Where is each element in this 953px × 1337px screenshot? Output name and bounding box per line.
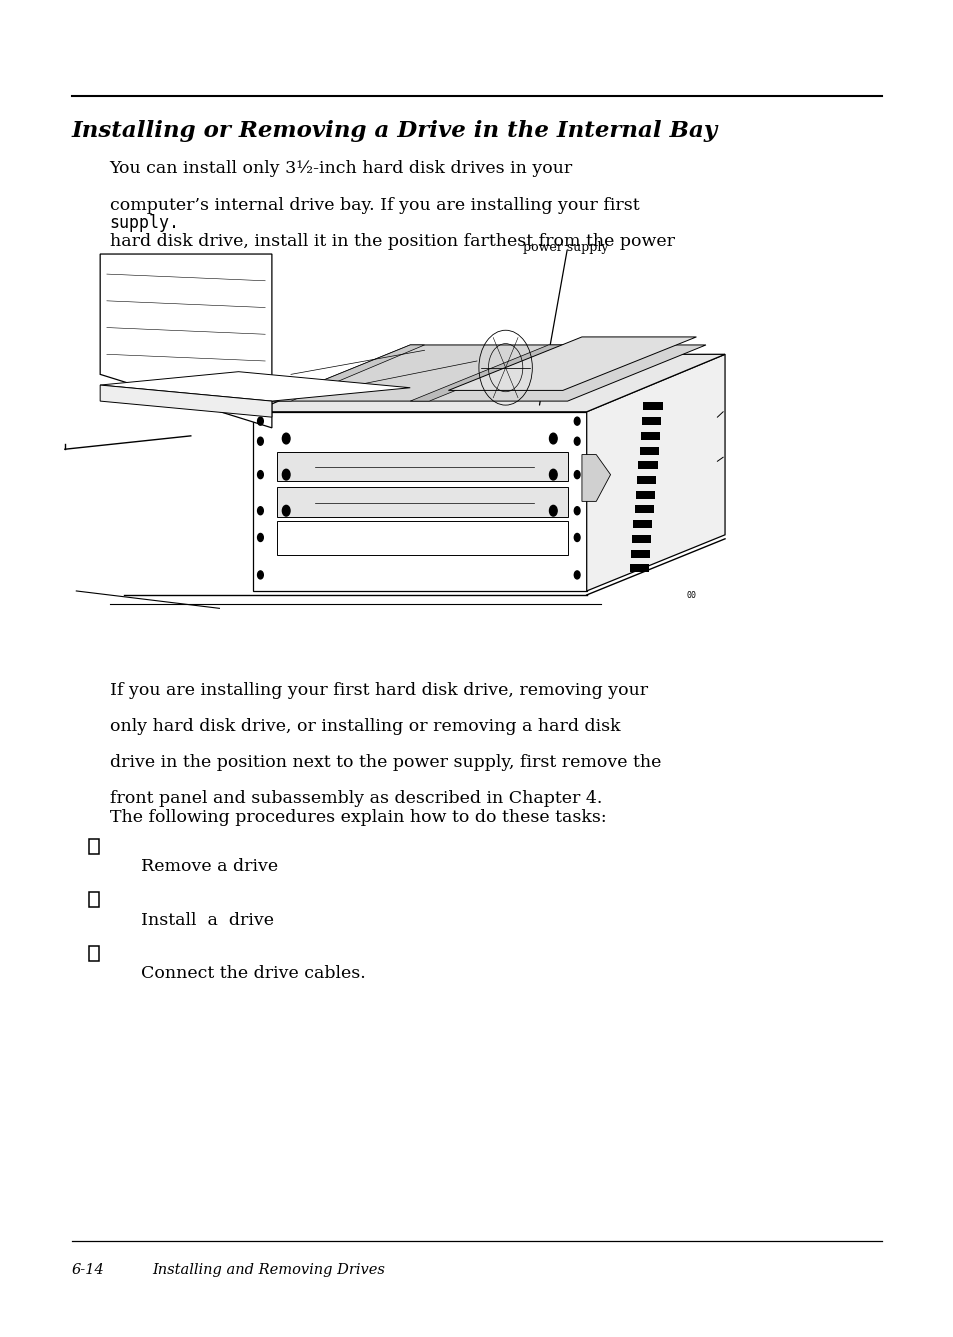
Bar (89, 893, 99, 906)
Polygon shape (448, 337, 696, 390)
Circle shape (574, 417, 579, 425)
Bar (637, 476, 656, 484)
Text: 6-14: 6-14 (71, 1263, 104, 1277)
Polygon shape (100, 385, 272, 417)
Polygon shape (581, 455, 610, 501)
Text: Installing and Removing Drives: Installing and Removing Drives (152, 1263, 385, 1277)
Circle shape (574, 571, 579, 579)
Polygon shape (253, 354, 724, 412)
Circle shape (282, 469, 290, 480)
Polygon shape (410, 345, 567, 401)
Text: Connect the drive cables.: Connect the drive cables. (141, 965, 366, 983)
Bar (633, 520, 652, 528)
Text: power supply: power supply (522, 241, 608, 254)
Bar (634, 505, 653, 513)
Text: Remove a drive: Remove a drive (141, 858, 278, 876)
Circle shape (574, 507, 579, 515)
Circle shape (282, 505, 290, 516)
Text: You can install only 3½-inch hard disk drives in your: You can install only 3½-inch hard disk d… (110, 160, 573, 178)
Text: only hard disk drive, or installing or removing a hard disk: only hard disk drive, or installing or r… (110, 718, 619, 735)
Bar (640, 432, 659, 440)
Polygon shape (253, 412, 586, 591)
Circle shape (257, 533, 263, 541)
Polygon shape (100, 372, 410, 401)
Circle shape (549, 433, 557, 444)
Bar (89, 840, 99, 854)
Circle shape (257, 471, 263, 479)
Bar (89, 947, 99, 960)
Polygon shape (276, 487, 567, 517)
Text: front panel and subassembly as described in Chapter 4.: front panel and subassembly as described… (110, 790, 601, 808)
Bar (636, 491, 655, 499)
Text: 00: 00 (686, 591, 696, 600)
Polygon shape (276, 452, 567, 481)
Circle shape (257, 437, 263, 445)
Circle shape (257, 417, 263, 425)
Polygon shape (586, 354, 724, 591)
Text: Install  a  drive: Install a drive (141, 912, 274, 929)
Bar (641, 417, 660, 425)
Circle shape (574, 471, 579, 479)
Circle shape (282, 433, 290, 444)
Polygon shape (272, 345, 424, 401)
Bar (643, 402, 662, 410)
Bar (630, 550, 649, 558)
Text: Installing or Removing a Drive in the Internal Bay: Installing or Removing a Drive in the In… (71, 120, 717, 142)
Polygon shape (100, 254, 272, 428)
Text: hard disk drive, install it in the position farthest from the power: hard disk drive, install it in the posit… (110, 233, 674, 250)
Text: computer’s internal drive bay. If you are installing your first: computer’s internal drive bay. If you ar… (110, 197, 639, 214)
Text: The following procedures explain how to do these tasks:: The following procedures explain how to … (110, 809, 606, 826)
Circle shape (574, 437, 579, 445)
Circle shape (574, 533, 579, 541)
Text: drive in the position next to the power supply, first remove the: drive in the position next to the power … (110, 754, 660, 771)
Circle shape (257, 571, 263, 579)
Text: supply.: supply. (110, 214, 179, 231)
Bar (639, 447, 659, 455)
Circle shape (549, 469, 557, 480)
Circle shape (549, 505, 557, 516)
Circle shape (257, 507, 263, 515)
Polygon shape (276, 521, 567, 555)
Bar (638, 461, 657, 469)
Bar (629, 564, 648, 572)
Text: If you are installing your first hard disk drive, removing your: If you are installing your first hard di… (110, 682, 647, 699)
Bar (632, 535, 651, 543)
Polygon shape (272, 345, 705, 401)
